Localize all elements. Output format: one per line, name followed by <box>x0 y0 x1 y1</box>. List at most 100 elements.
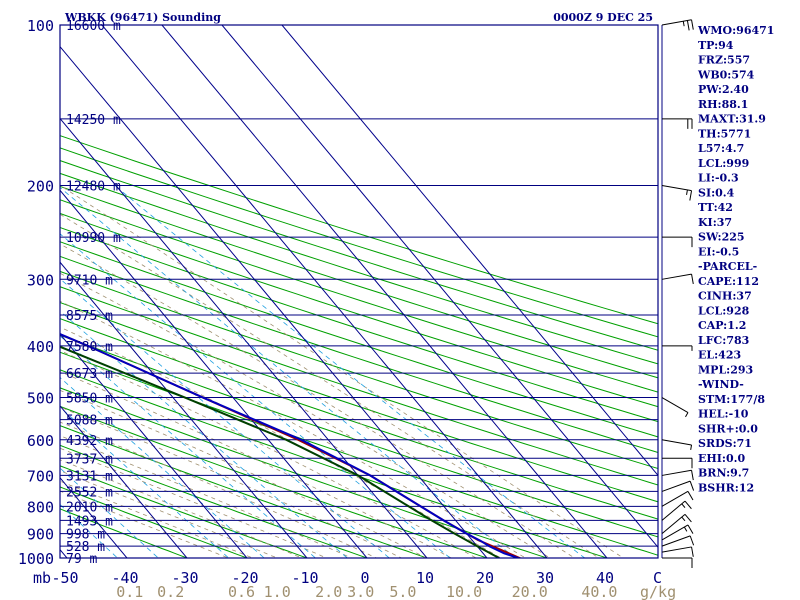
index-value: WB0:574 <box>697 68 755 81</box>
height-label: 9710 m <box>66 273 113 288</box>
height-label: 528 m <box>66 540 105 555</box>
index-value: FRZ:557 <box>698 54 750 67</box>
mixing-ratio-tick-label: 0.6 <box>228 583 255 600</box>
wind-barb <box>662 345 693 351</box>
pressure-tick-label: 300 <box>27 271 54 289</box>
mixing-ratio-tick-label: 2.0 <box>315 583 342 600</box>
index-value: LCL:999 <box>698 157 749 170</box>
pressure-unit-label: mb <box>33 569 51 587</box>
wind-barb <box>662 457 693 469</box>
moist-adiabat <box>60 389 428 558</box>
dry-adiabat <box>60 241 658 438</box>
dry-adiabat <box>60 405 489 558</box>
pressure-tick-label: 500 <box>27 390 54 408</box>
isotherm <box>60 117 428 558</box>
mixing-ratio-line <box>60 376 265 558</box>
dry-adiabat <box>60 508 189 558</box>
index-value: BRN:9.7 <box>698 467 749 480</box>
index-value: LFC:783 <box>698 334 749 347</box>
height-label: 998 m <box>66 528 105 543</box>
height-label: 1493 m <box>66 514 113 529</box>
temperature-tick-label: 20 <box>476 569 494 587</box>
moist-adiabat <box>60 470 279 558</box>
mixing-ratio-tick-label: 40.0 <box>581 583 617 600</box>
dry-adiabat <box>60 172 658 365</box>
wind-barb <box>661 184 693 201</box>
dry-adiabat <box>60 255 658 454</box>
dry-adiabat <box>60 270 658 470</box>
index-value: L57:4.7 <box>698 142 744 155</box>
dry-adiabat <box>60 199 658 393</box>
index-value: TT:42 <box>698 201 733 214</box>
index-value: CINH:37 <box>698 290 752 303</box>
height-label: 2010 m <box>66 500 113 515</box>
index-value: EHI:0.0 <box>698 452 745 465</box>
mixing-ratio-line <box>60 504 119 558</box>
index-value: SI:0.4 <box>698 186 735 199</box>
wind-barb <box>661 500 692 521</box>
wind-barb <box>661 19 694 31</box>
moist-adiabat <box>60 406 403 558</box>
index-value: BSHR:12 <box>698 481 754 494</box>
moist-adiabat <box>60 300 527 558</box>
index-value: SHR+:0.0 <box>698 422 758 435</box>
isotherm <box>60 405 188 558</box>
index-value: EI:-0.5 <box>698 245 739 258</box>
pressure-tick-label: 600 <box>27 432 54 450</box>
mixing-ratio-line <box>60 335 317 558</box>
dry-adiabat <box>60 318 658 520</box>
index-value: EL:423 <box>698 349 741 362</box>
height-label: 14250 m <box>66 113 121 128</box>
height-label: 79 m <box>66 552 97 567</box>
dry-adiabat <box>60 486 249 558</box>
moist-adiabat <box>60 326 502 558</box>
height-label: 8575 m <box>66 309 113 324</box>
mixing-ratio-tick-label: 5.0 <box>389 583 416 600</box>
mixing-ratio-line <box>60 406 230 558</box>
isotherm <box>60 261 308 558</box>
index-value: MPL:293 <box>698 363 753 376</box>
mixing-ratio-unit-label: g/kg <box>640 583 676 600</box>
index-value: SRDS:71 <box>698 437 752 450</box>
wind-barb <box>661 535 695 547</box>
temperature-tick-label: 10 <box>416 569 434 587</box>
moist-adiabats <box>60 184 624 558</box>
temperature-unit-label: C <box>653 569 662 587</box>
isotherms <box>60 25 658 558</box>
wind-barb <box>662 118 693 129</box>
height-label: 5088 m <box>66 414 113 429</box>
pressure-tick-label: 100 <box>27 17 54 35</box>
index-value: LI:-0.3 <box>698 172 739 185</box>
moist-adiabat <box>60 350 477 558</box>
index-value: LCL:928 <box>698 304 750 317</box>
axis-labels: 0.1 0.2 0.6 1.0 2.0 3.0 5.0 10.0 20.0 40.01002003… <box>18 17 775 600</box>
moist-adiabat <box>60 213 600 558</box>
moist-adiabat <box>60 184 624 558</box>
pressure-tick-label: 200 <box>27 177 54 195</box>
dry-adiabat <box>60 334 658 538</box>
isotherm <box>221 25 658 549</box>
sounding-series <box>60 333 523 558</box>
wind-barb <box>661 439 693 450</box>
height-label: 4392 m <box>66 434 113 449</box>
height-label: 10990 m <box>66 231 121 246</box>
index-value: TP:94 <box>698 39 734 52</box>
wind-barb <box>661 490 694 507</box>
wind-barbs <box>661 19 695 568</box>
isotherm <box>101 25 548 558</box>
dewpoint-profile <box>60 345 501 558</box>
chart-time: 0000Z 9 DEC 25 <box>553 11 653 24</box>
moist-adiabat <box>60 371 453 558</box>
mixing-ratio-tick-label: 0.1 <box>116 583 143 600</box>
isotherm <box>161 25 608 558</box>
dry-adiabats <box>60 135 658 558</box>
wind-barb <box>661 513 692 534</box>
isotherm <box>60 189 368 558</box>
temperature-tick-label: -20 <box>231 569 258 587</box>
height-label: 2552 m <box>66 485 113 500</box>
wind-barb <box>662 236 693 248</box>
index-value: PW:2.40 <box>698 83 749 96</box>
isotherm <box>60 333 248 558</box>
mixing-ratio-line <box>114 185 586 558</box>
